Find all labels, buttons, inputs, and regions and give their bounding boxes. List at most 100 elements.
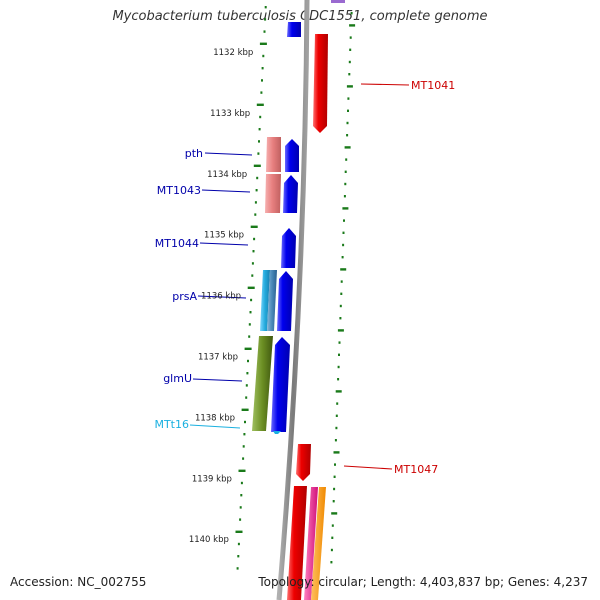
gene-MT1047-arrow[interactable] [296, 444, 311, 481]
inner-minor-tick [257, 152, 260, 155]
outer-minor-tick [344, 182, 347, 186]
gene-downstream-magenta-block[interactable] [304, 487, 318, 600]
gene-leader-lines [189, 83, 410, 470]
outer-major-tick [340, 268, 347, 271]
inner-minor-tick [237, 542, 240, 546]
gene-top-purple-fragment[interactable] [331, 0, 345, 3]
outer-minor-tick [347, 97, 350, 100]
gene-label-pth[interactable]: pth [185, 147, 203, 160]
inner-minor-tick [251, 262, 254, 265]
gene-prsA-steel-block[interactable] [267, 270, 277, 331]
gene-MT1043-paired-block[interactable] [265, 174, 281, 213]
ruler-labels: 1132 kbp 1133 kbp 1134 kbp 1135 kbp 1136 kbp… [189, 48, 253, 545]
ruler-label: 1135 kbp [204, 231, 244, 241]
gene-MT1043-arrow[interactable] [283, 175, 298, 213]
MT1043-leader [201, 189, 251, 193]
gene-top-blue-fragment[interactable] [287, 22, 301, 37]
inner-minor-tick [240, 481, 243, 485]
inner-minor-tick [256, 176, 259, 180]
outer-minor-tick [331, 524, 334, 527]
inner-minor-tick [247, 359, 249, 363]
MTt16-leader [189, 424, 241, 429]
gene-MT1041-arrow[interactable] [313, 34, 328, 133]
outer-minor-tick [338, 353, 340, 356]
inner-minor-tick [239, 518, 242, 521]
outer-minor-tick [335, 414, 338, 417]
inner-minor-tick [248, 335, 251, 338]
outer-minor-tick [339, 317, 342, 320]
outer-minor-tick [341, 256, 344, 259]
inner-major-tick [250, 225, 258, 228]
inner-minor-tick [260, 91, 263, 94]
outer-minor-tick [342, 231, 345, 234]
inner-minor-tick [250, 298, 253, 302]
gene-pth-paired-block[interactable] [266, 137, 281, 172]
inner-minor-tick [246, 372, 249, 375]
outer-minor-tick [330, 548, 333, 552]
gene-label-prsA[interactable]: prsA [172, 290, 197, 303]
outer-minor-tick [343, 195, 346, 198]
gene-downstream-red-block[interactable] [287, 486, 307, 600]
gene-label-MT1043[interactable]: MT1043 [157, 184, 201, 197]
outer-major-tick [346, 85, 353, 88]
gene-MT1044-arrow[interactable] [281, 228, 296, 268]
inner-minor-tick [264, 6, 267, 9]
inner-minor-tick [252, 250, 255, 253]
outer-minor-tick [334, 463, 336, 466]
inner-minor-tick [242, 445, 245, 448]
gene-glmU-arrow[interactable] [271, 337, 290, 432]
gene-prsA-rna-block[interactable] [260, 270, 270, 331]
inner-major-tick [244, 347, 252, 350]
inner-major-tick [253, 164, 261, 167]
gene-MTt16-marker[interactable] [273, 431, 281, 434]
outer-minor-tick [333, 487, 336, 491]
MT1044-leader [199, 242, 249, 246]
outer-major-tick [333, 451, 340, 454]
ruler-label: 1140 kbp [189, 535, 229, 545]
inner-minor-tick [259, 115, 262, 119]
inner-minor-tick [248, 323, 251, 326]
ruler-label: 1136 kbp [201, 292, 241, 302]
outer-minor-tick [349, 36, 352, 39]
inner-minor-tick [254, 201, 257, 204]
inner-minor-tick [251, 274, 254, 277]
inner-minor-tick [245, 384, 248, 387]
reverse-strand-features [252, 22, 301, 434]
ruler-label: 1137 kbp [198, 353, 238, 363]
outer-minor-tick [350, 12, 353, 15]
gene-prsA-arrow[interactable] [277, 271, 293, 331]
outer-minor-tick [337, 378, 340, 381]
inner-minor-tick [263, 30, 266, 33]
outer-major-tick [342, 207, 349, 210]
gene-label-MT1041[interactable]: MT1041 [411, 79, 455, 92]
inner-major-tick [247, 286, 255, 289]
gene-label-MT1047[interactable]: MT1047 [394, 463, 438, 476]
ruler-label: 1132 kbp [213, 48, 253, 58]
outer-tick-track [330, 12, 356, 564]
gene-pth-arrow[interactable] [285, 139, 299, 172]
gene-labels: MT1041 pth MT1043 MT1044 prsA glmU MTt16… [154, 79, 455, 476]
inner-tick-track [235, 6, 267, 570]
inner-minor-tick [245, 396, 248, 399]
gene-label-glmU[interactable]: glmU [163, 372, 192, 385]
outer-minor-tick [347, 109, 349, 112]
outer-minor-tick [334, 439, 337, 442]
gene-label-MTt16[interactable]: MTt16 [154, 418, 189, 431]
gene-glmU-olive-block[interactable] [252, 336, 273, 431]
gene-downstream-orange-block[interactable] [311, 487, 326, 600]
ruler-label: 1139 kbp [192, 474, 232, 484]
gene-label-MT1044[interactable]: MT1044 [155, 237, 199, 250]
outer-major-tick [331, 512, 338, 515]
inner-minor-tick [254, 213, 257, 216]
outer-minor-tick [336, 402, 339, 405]
inner-major-tick [256, 103, 264, 106]
outer-minor-tick [331, 536, 334, 539]
inner-minor-tick [237, 555, 240, 558]
inner-major-tick [235, 530, 243, 533]
outer-minor-tick [339, 304, 342, 308]
outer-minor-tick [346, 121, 349, 125]
outer-major-tick [349, 24, 356, 27]
inner-minor-tick [264, 18, 267, 21]
